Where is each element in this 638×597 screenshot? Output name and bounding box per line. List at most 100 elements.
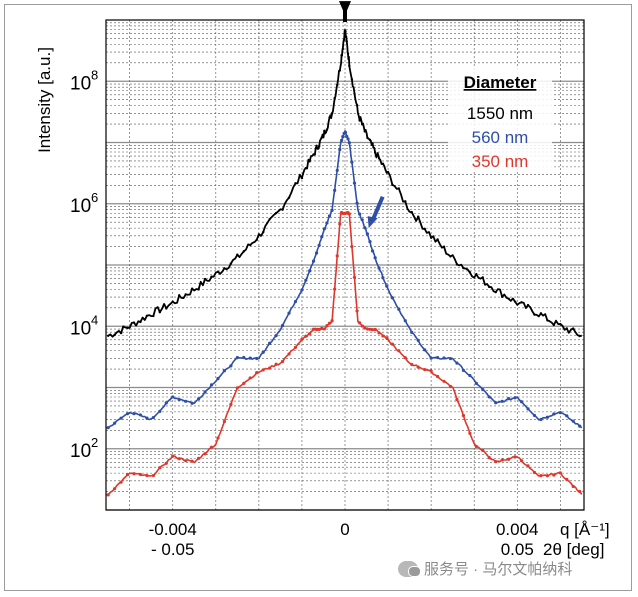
data-point bbox=[347, 141, 351, 145]
data-point bbox=[171, 395, 175, 399]
data-point bbox=[203, 390, 207, 394]
data-point bbox=[368, 327, 372, 331]
data-point bbox=[559, 322, 562, 326]
data-point bbox=[119, 416, 123, 420]
data-point bbox=[274, 333, 278, 338]
data-point bbox=[390, 296, 394, 300]
data-point bbox=[423, 348, 427, 352]
data-point bbox=[417, 215, 420, 218]
data-point bbox=[558, 411, 562, 415]
data-point bbox=[552, 323, 556, 327]
data-point bbox=[119, 480, 123, 484]
data-point bbox=[513, 300, 517, 303]
data-point bbox=[346, 137, 350, 141]
data-point bbox=[333, 287, 337, 291]
data-point bbox=[565, 477, 569, 481]
data-point bbox=[248, 356, 252, 360]
data-point bbox=[519, 459, 524, 463]
data-point bbox=[255, 356, 259, 361]
data-point bbox=[327, 321, 332, 325]
data-point bbox=[341, 47, 345, 51]
plot-border bbox=[105, 19, 585, 511]
data-point bbox=[145, 416, 149, 420]
data-point bbox=[336, 83, 339, 87]
data-point bbox=[352, 275, 357, 279]
data-point bbox=[442, 356, 446, 360]
data-point bbox=[346, 52, 350, 56]
legend-entry: 560 nm bbox=[472, 128, 529, 147]
data-point bbox=[552, 473, 556, 477]
data-point bbox=[381, 334, 385, 338]
data-point bbox=[352, 181, 357, 185]
data-point bbox=[132, 472, 136, 476]
data-point bbox=[344, 29, 347, 33]
data-point bbox=[381, 162, 385, 165]
data-point bbox=[404, 200, 407, 203]
data-point bbox=[366, 136, 369, 139]
data-point bbox=[381, 276, 385, 280]
data-point bbox=[365, 232, 369, 236]
data-point bbox=[360, 324, 364, 328]
data-point bbox=[223, 267, 226, 270]
data-point bbox=[449, 255, 452, 258]
data-point bbox=[274, 211, 278, 215]
data-point bbox=[248, 376, 252, 380]
data-point bbox=[455, 263, 459, 266]
data-point bbox=[513, 396, 517, 400]
data-point bbox=[500, 295, 504, 299]
data-point bbox=[345, 134, 349, 138]
series-line-0 bbox=[107, 28, 582, 338]
data-point bbox=[571, 419, 575, 423]
data-point bbox=[397, 349, 401, 353]
data-point bbox=[317, 145, 321, 148]
data-point bbox=[184, 293, 187, 296]
data-point bbox=[328, 116, 331, 119]
data-point bbox=[360, 218, 364, 222]
data-point bbox=[151, 415, 155, 420]
data-point bbox=[513, 455, 517, 459]
data-point bbox=[209, 445, 214, 449]
data-point bbox=[158, 466, 162, 470]
data-point bbox=[410, 210, 413, 214]
data-point bbox=[350, 78, 354, 81]
data-point bbox=[410, 362, 414, 367]
data-point bbox=[280, 359, 285, 364]
data-point bbox=[462, 266, 465, 270]
data-point bbox=[578, 489, 582, 494]
data-point bbox=[330, 112, 334, 115]
data-point bbox=[390, 342, 394, 346]
data-point bbox=[494, 290, 497, 294]
data-point bbox=[287, 352, 291, 356]
data-point bbox=[261, 350, 265, 354]
data-point bbox=[350, 244, 354, 249]
data-point bbox=[532, 470, 537, 475]
data-point bbox=[423, 227, 426, 230]
data-point bbox=[287, 196, 291, 199]
data-point bbox=[229, 262, 233, 265]
data-point bbox=[455, 397, 459, 402]
data-point bbox=[429, 236, 433, 239]
legend-title: Diameter bbox=[464, 73, 537, 92]
data-point bbox=[347, 212, 351, 216]
data-point bbox=[377, 331, 381, 335]
watermark-text: 服务号 · 马尔文帕纳科 bbox=[424, 561, 573, 578]
x-tick-label-q: 0.004 bbox=[496, 520, 539, 539]
data-point bbox=[330, 208, 334, 213]
data-point bbox=[373, 327, 377, 332]
data-point bbox=[242, 250, 246, 253]
data-point bbox=[494, 401, 498, 405]
data-point bbox=[500, 458, 504, 462]
data-point bbox=[363, 326, 367, 330]
data-point bbox=[475, 273, 478, 276]
data-point bbox=[481, 276, 485, 279]
data-point bbox=[235, 386, 239, 390]
data-point bbox=[229, 402, 233, 406]
data-point bbox=[365, 327, 369, 331]
data-point bbox=[361, 123, 364, 126]
data-point bbox=[461, 368, 466, 372]
data-point bbox=[249, 243, 252, 247]
data-point bbox=[203, 452, 207, 456]
data-point bbox=[314, 328, 319, 332]
x-tick-label-q: -0.004 bbox=[149, 520, 197, 539]
